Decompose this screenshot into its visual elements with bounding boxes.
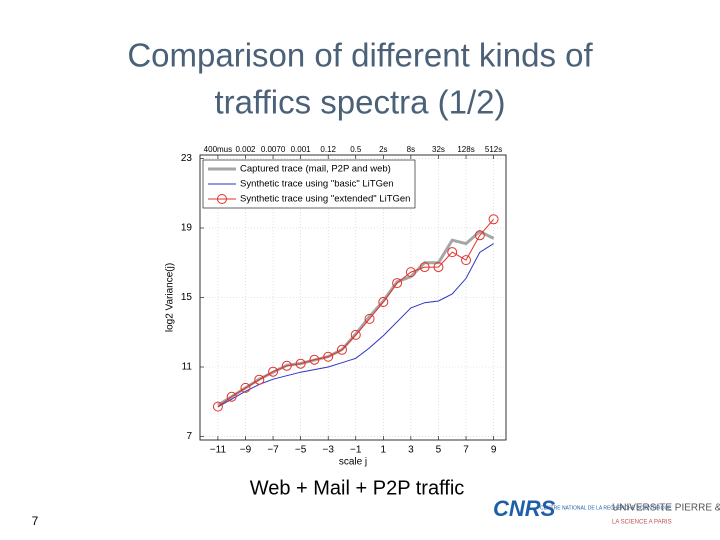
x-tick-label: 5 (436, 445, 442, 456)
data-point (461, 255, 472, 266)
x2-tick-label: 32s (432, 145, 445, 154)
x2-tick-label: 8s (407, 145, 415, 154)
caption: Web + Mail + P2P traffic (250, 477, 465, 499)
page-number: 7 (32, 514, 39, 528)
y-axis-label: log2 Variance(j) (165, 263, 176, 332)
data-point (226, 391, 237, 402)
x-tick-label: 1 (381, 445, 387, 456)
legend-label: Captured trace (mail, P2P and web) (240, 164, 391, 175)
y-tick-label: 11 (182, 362, 193, 373)
data-point (309, 354, 320, 365)
x-tick-label: −3 (322, 445, 334, 456)
slide-title-line: traffics spectra (1/2) (215, 84, 506, 121)
legend-label: Synthetic trace using "extended" LiTGen (240, 194, 410, 205)
data-point (281, 360, 292, 371)
data-point (268, 366, 279, 377)
data-point (350, 329, 361, 340)
x-tick-label: −5 (295, 445, 307, 456)
x2-tick-label: 400mus (204, 145, 232, 154)
data-point (474, 230, 485, 241)
x-tick-label: −9 (240, 445, 252, 456)
series-line (217, 218, 494, 408)
x-tick-label: 3 (408, 445, 414, 456)
data-point (323, 351, 334, 362)
legend-marker (217, 194, 227, 204)
x2-tick-label: 2s (379, 145, 387, 154)
data-point (240, 382, 251, 393)
data-point (488, 214, 499, 225)
data-point (447, 247, 458, 258)
upmc-logo: UNIVERSITE PIERRE & MARIE CURIE LA SCIEN… (612, 503, 720, 526)
y-tick-label: 23 (181, 153, 193, 164)
x-tick-label: −11 (210, 445, 227, 456)
logo-subtext: CENTRE NATIONAL DE LA RECHERCHE SCIENTIF… (540, 505, 672, 511)
x2-tick-label: 0.12 (320, 145, 336, 154)
data-point (295, 358, 306, 369)
slide-title-line: Comparison of different kinds of (127, 37, 593, 74)
y-tick-label: 15 (181, 292, 193, 303)
x-tick-label: 9 (491, 445, 497, 456)
data-point (364, 313, 375, 324)
x-tick-label: −1 (350, 445, 362, 456)
x2-tick-label: 0.002 (235, 145, 256, 154)
x-tick-label: 7 (463, 445, 469, 456)
logo-text: UNIVERSITE PIERRE & MARIE CURIE (612, 503, 720, 514)
x-axis-label: scale j (339, 457, 367, 468)
data-point (405, 267, 416, 278)
x2-tick-label: 512s (485, 145, 502, 154)
series-line (217, 243, 494, 408)
cnrs-logo: CNRS CENTRE NATIONAL DE LA RECHERCHE SCI… (493, 496, 672, 521)
x2-tick-label: 0.001 (291, 145, 312, 154)
y-tick-label: 7 (186, 431, 192, 442)
legend-label: Synthetic trace using "basic" LiTGen (240, 179, 394, 190)
y-tick-label: 19 (181, 223, 193, 234)
data-point (378, 297, 389, 308)
legend-box (202, 159, 416, 209)
data-point (419, 262, 430, 273)
logo-subtext: LA SCIENCE A PARIS (612, 520, 672, 526)
x2-tick-label: 0.5 (350, 145, 362, 154)
x2-tick-label: 0.0070 (261, 145, 286, 154)
data-point (433, 262, 444, 273)
data-point (212, 401, 223, 412)
data-point (392, 278, 403, 289)
data-point (336, 344, 347, 355)
x2-tick-label: 128s (457, 145, 474, 154)
data-point (254, 374, 265, 385)
x-tick-label: −7 (267, 445, 279, 456)
logo-text: CNRS (493, 496, 556, 521)
